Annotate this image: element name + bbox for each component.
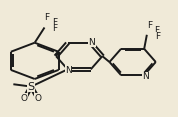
Text: N: N (142, 72, 149, 81)
Text: N: N (88, 38, 95, 47)
Text: F: F (45, 13, 50, 22)
Text: S: S (28, 82, 35, 92)
Text: F: F (154, 26, 159, 35)
Text: F: F (147, 21, 152, 30)
Text: O: O (21, 94, 28, 103)
Text: F: F (155, 32, 160, 41)
Text: F: F (52, 18, 57, 27)
Text: O: O (34, 94, 41, 103)
Text: F: F (53, 24, 58, 33)
Text: N: N (65, 66, 72, 75)
